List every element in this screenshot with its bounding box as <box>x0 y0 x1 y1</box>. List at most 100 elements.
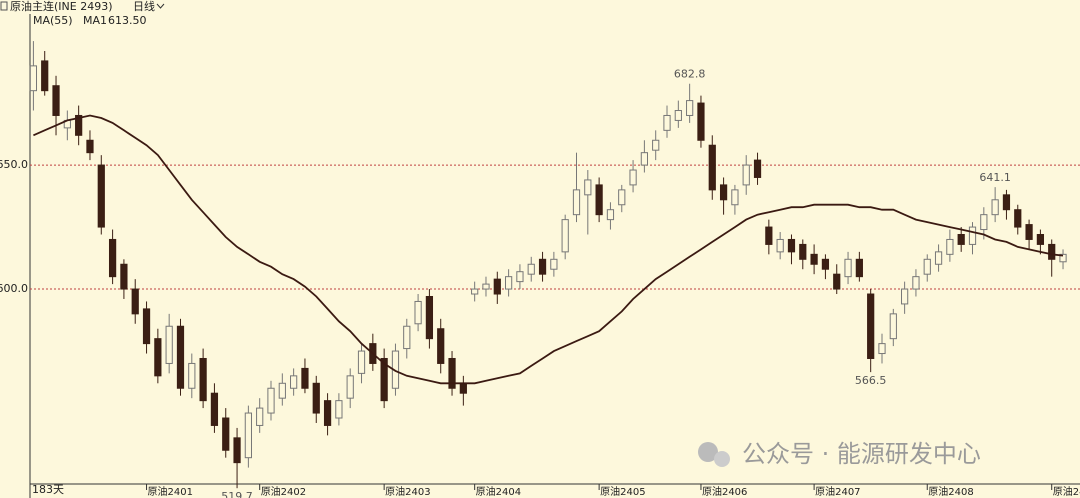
period-dropdown[interactable] <box>156 3 165 9</box>
candle-body <box>686 100 694 116</box>
candle-body <box>742 164 750 186</box>
candle-body <box>946 238 954 255</box>
y-tick-label: 650.0 <box>0 158 28 171</box>
candle-body <box>154 338 162 377</box>
candle-body <box>878 343 886 355</box>
candle-body <box>867 293 875 359</box>
candle-body <box>663 114 671 131</box>
candle-body <box>210 392 219 426</box>
candle-body <box>482 283 490 290</box>
candle-body <box>301 367 309 389</box>
candle-body <box>561 219 569 253</box>
watermark-text: 公众号 · 能源研发中心 <box>742 440 981 468</box>
candle-body <box>980 214 988 231</box>
x-tick-label: 原油2401 <box>148 485 193 498</box>
candle-body <box>516 271 524 283</box>
candle-body <box>346 375 354 399</box>
candle-body <box>176 325 185 389</box>
candle-body <box>52 85 60 116</box>
candle-body <box>538 258 547 275</box>
candle-body <box>131 288 139 315</box>
candle-body <box>799 243 807 260</box>
candle-body <box>244 412 252 459</box>
candle-body <box>1014 209 1022 228</box>
candle-body <box>527 263 535 275</box>
candle-body <box>855 258 863 278</box>
candle-body <box>889 313 897 340</box>
candle-body <box>335 400 343 419</box>
x-tick-label: 原油2406 <box>702 485 747 498</box>
candle-body <box>120 263 128 290</box>
candle-body <box>290 375 298 389</box>
watermark-icon <box>714 451 730 467</box>
candle-body <box>425 295 434 340</box>
x-tick-label: 原油2404 <box>476 485 521 498</box>
candle-body <box>357 350 366 374</box>
candle-body <box>493 278 501 295</box>
period[interactable]: 日线 <box>133 0 155 13</box>
candle-body <box>912 276 920 290</box>
candle-body <box>233 437 241 464</box>
candle-body <box>572 189 581 216</box>
candle-body <box>414 300 422 325</box>
x-tick-label: 原油2408 <box>928 485 973 498</box>
candle-body <box>1002 194 1011 211</box>
candle-body <box>41 60 49 92</box>
candle-body <box>142 308 151 345</box>
y-tick-label: 600.0 <box>0 282 28 295</box>
candle-body <box>697 102 705 141</box>
candle-body <box>312 382 320 414</box>
symbol-icon[interactable] <box>0 1 8 11</box>
candle-body <box>923 258 931 275</box>
indicator: MA(55) <box>33 14 73 27</box>
candle-body <box>629 169 637 186</box>
x-tick-label: 原油2405 <box>600 485 645 498</box>
candle-body <box>787 238 796 253</box>
candle-body <box>380 357 388 402</box>
watermark-icon <box>698 442 718 462</box>
x-tick-label: 原油24 <box>1053 485 1080 498</box>
candle-body <box>753 159 762 178</box>
candle-body <box>606 209 615 221</box>
candle-body <box>674 110 682 121</box>
candle-body <box>323 400 332 426</box>
candle-body <box>75 114 83 136</box>
candle-body <box>29 65 38 92</box>
annotation: 682.8 <box>674 68 706 81</box>
candle-body <box>1036 234 1045 245</box>
candle-body <box>957 234 965 245</box>
candle-body <box>821 258 830 270</box>
ma-line <box>33 114 1064 385</box>
candle-body <box>640 152 648 166</box>
candle-body <box>776 238 784 253</box>
candle-body <box>86 139 94 154</box>
candle-body <box>188 362 196 389</box>
candle-body <box>550 258 558 270</box>
x-tick-label: 原油2402 <box>261 485 306 498</box>
candle-body <box>267 387 275 414</box>
candle-body <box>618 189 626 206</box>
candle-body <box>1048 243 1056 260</box>
annotation: 519.7 <box>221 490 253 498</box>
x-tick-label: 原油2407 <box>815 485 860 498</box>
ma-current: 613.50 <box>108 14 147 27</box>
candle-body <box>448 357 456 389</box>
candle-body <box>719 184 728 201</box>
candle-body <box>403 325 411 350</box>
candle-body <box>459 382 467 394</box>
candle-body <box>652 139 660 151</box>
candle-body <box>199 357 207 402</box>
candle-body <box>844 258 852 278</box>
candle-body <box>1025 224 1033 240</box>
candle-body <box>991 199 999 216</box>
candle-body <box>222 417 230 451</box>
symbol[interactable]: 原油主连(INE 2493) <box>10 0 113 13</box>
ma-name: MA1 <box>83 14 107 27</box>
candle-body <box>278 382 286 399</box>
candle-body <box>833 273 841 290</box>
candle-body <box>968 226 977 245</box>
candle-body <box>934 251 943 265</box>
candle-body <box>810 253 818 265</box>
annotation: 566.5 <box>855 374 887 387</box>
